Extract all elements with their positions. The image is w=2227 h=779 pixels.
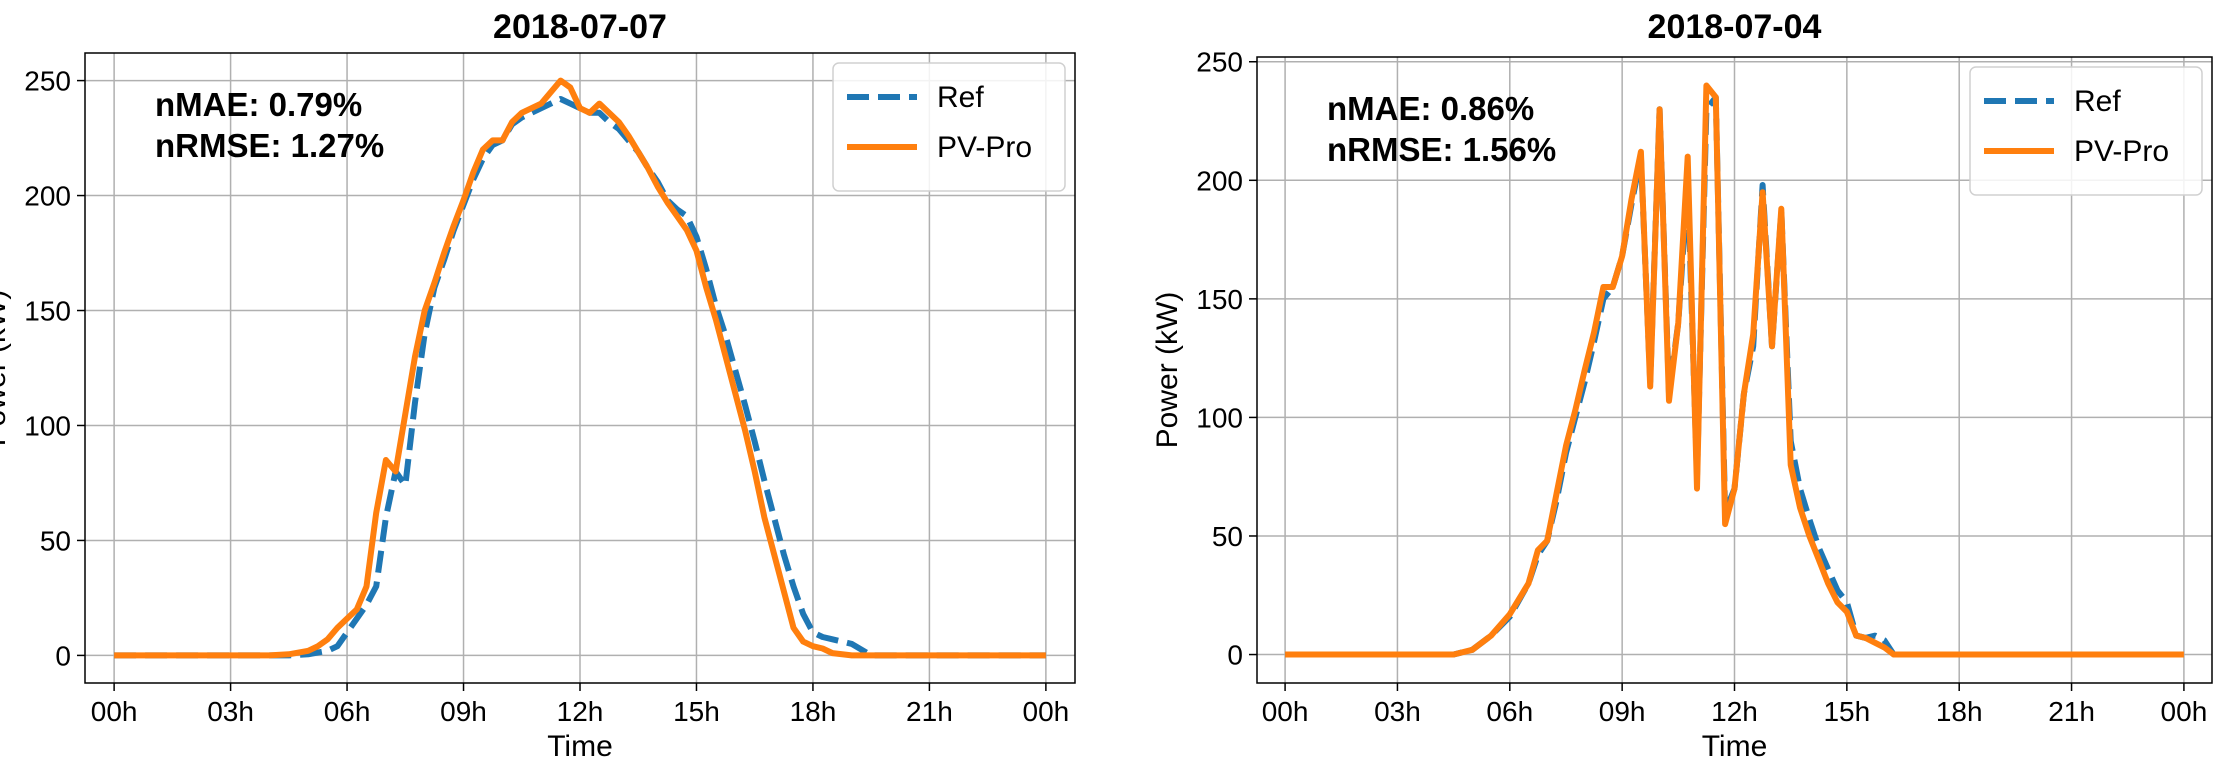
y-tick-label: 150 [1196, 284, 1243, 315]
legend-label: Ref [937, 81, 984, 114]
metric-annotation: nMAE: 0.79% [155, 86, 362, 123]
x-tick-label: 00h [1023, 696, 1070, 727]
y-tick-label: 0 [1227, 640, 1243, 671]
y-tick-label: 50 [1212, 521, 1243, 552]
x-tick-label: 06h [324, 696, 371, 727]
subplot-1: 00h 03h 06h 09h 12h 15h 18h 21h 00h 0 50 100 150 200 2… [0, 8, 1076, 763]
legend-label: Ref [2074, 85, 2121, 118]
x-tick-label: 12h [1711, 696, 1758, 727]
x-tick-label: 09h [440, 696, 487, 727]
legend: Ref PV-Pro [832, 62, 1066, 192]
y-axis-label: Power (kW) [1151, 292, 1184, 449]
chart-title: 2018-07-07 [493, 8, 667, 46]
x-tick-label: 03h [207, 696, 254, 727]
metric-annotation: nRMSE: 1.27% [155, 127, 384, 164]
y-tick-label: 250 [24, 66, 71, 97]
y-tick-label: 200 [1196, 165, 1243, 196]
x-tick-label: 15h [1823, 696, 1870, 727]
series-line-pv-pro [114, 77, 1046, 659]
x-tick-label: 09h [1599, 696, 1646, 727]
x-tick-label: 00h [1262, 696, 1309, 727]
series-line-pv-pro [1285, 82, 2184, 658]
legend-label: PV-Pro [937, 131, 1032, 164]
y-tick-label: 100 [1196, 402, 1243, 433]
x-tick-label: 06h [1486, 696, 1533, 727]
x-axis-label: Time [547, 730, 613, 763]
x-tick-label: 00h [2161, 696, 2208, 727]
x-tick-label: 21h [906, 696, 953, 727]
subplot-2: 00h 03h 06h 09h 12h 15h 18h 21h 00h 0 50 100 150 200 2… [1151, 8, 2213, 763]
x-axis-label: Time [1702, 730, 1768, 763]
y-tick-label: 150 [24, 296, 71, 327]
metric-annotation: nRMSE: 1.56% [1327, 131, 1556, 168]
x-tick-label: 00h [91, 696, 138, 727]
y-tick-label: 50 [40, 525, 71, 556]
x-tick-label: 03h [1374, 696, 1421, 727]
y-tick-label: 0 [55, 640, 71, 671]
legend-label: PV-Pro [2074, 135, 2169, 168]
chart-title: 2018-07-04 [1648, 8, 1822, 46]
y-tick-label: 100 [24, 410, 71, 441]
y-tick-label: 200 [24, 181, 71, 212]
metric-annotation: nMAE: 0.86% [1327, 90, 1534, 127]
x-tick-label: 21h [2048, 696, 2095, 727]
x-tick-label: 18h [1936, 696, 1983, 727]
y-axis-label: Power (kW) [0, 290, 12, 447]
y-tick-label: 250 [1196, 47, 1243, 78]
x-tick-label: 18h [790, 696, 837, 727]
legend: Ref PV-Pro [1969, 66, 2203, 196]
x-tick-label: 15h [673, 696, 720, 727]
x-tick-label: 12h [557, 696, 604, 727]
